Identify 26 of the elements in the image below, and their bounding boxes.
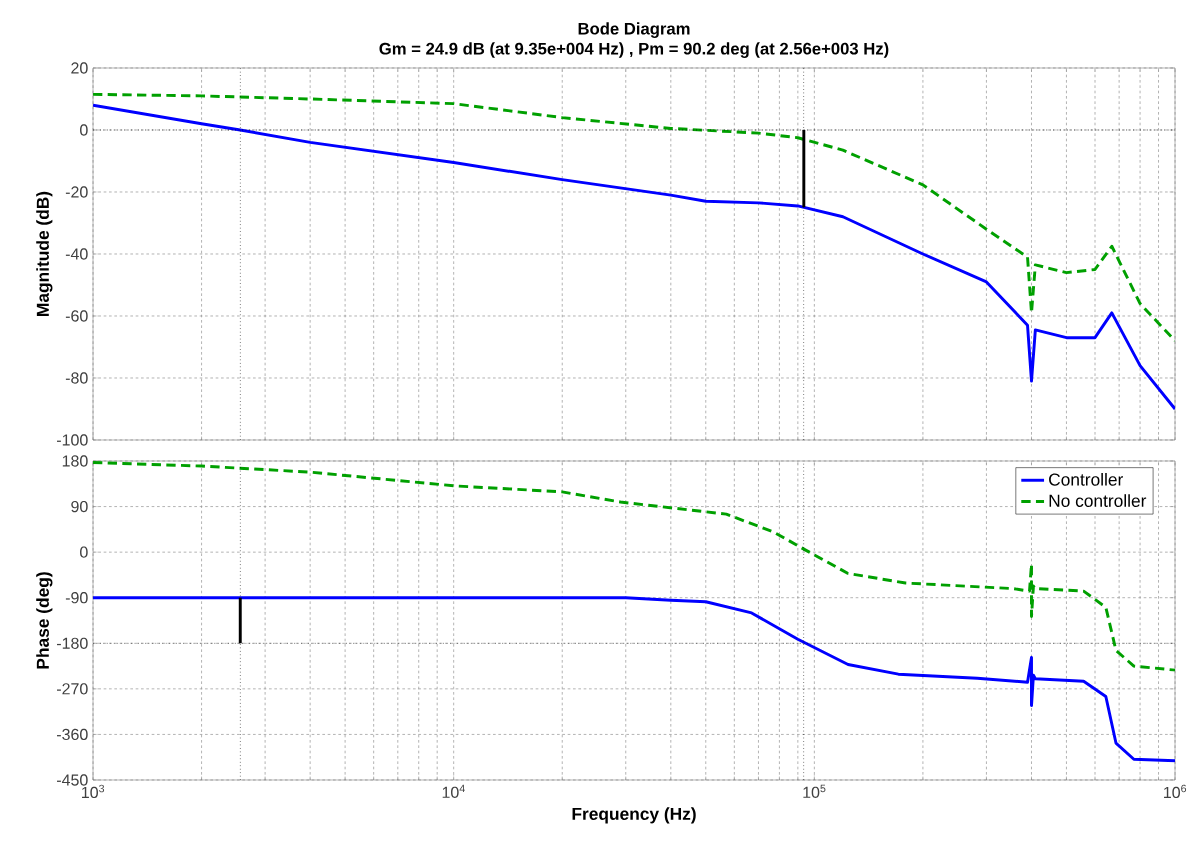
y-tick-label: -20: [65, 186, 88, 198]
y-tick-label: -180: [56, 637, 88, 649]
y-tick-label: -270: [56, 683, 88, 695]
y-tick-label: -360: [56, 728, 88, 741]
y-axis-title: Phase (deg): [36, 572, 53, 669]
y-tick-label: -100: [56, 434, 88, 446]
chart-subtitle: Gm = 24.9 dB (at 9.35e+004 Hz) , Pm = 90.2 deg (at 2.56e+003 Hz): [379, 42, 889, 58]
y-tick-label: -90: [65, 592, 88, 604]
chart-title: Bode Diagram: [578, 22, 690, 38]
x-axis-title: Frequency (Hz): [572, 807, 696, 824]
legend-label: Controller: [1049, 472, 1124, 486]
y-tick-label: 0: [80, 124, 88, 136]
legend-label: No controller: [1049, 494, 1147, 507]
x-tick-label: 10$^{6}$: [1164, 784, 1187, 799]
y-tick-label: -40: [65, 248, 88, 260]
x-tick-label: 10$^{3}$: [82, 784, 105, 799]
y-tick-label: 180: [62, 455, 88, 467]
x-tick-label: 10$^{5}$: [803, 784, 826, 798]
y-tick-label: 20: [71, 62, 88, 74]
y-tick-label: 0: [80, 546, 88, 558]
y-tick-label: -80: [65, 372, 88, 384]
y-axis-title: Magnitude (dB): [36, 191, 53, 316]
y-tick-label: -450: [56, 774, 88, 786]
y-tick-label: -60: [65, 310, 88, 322]
y-tick-label: 90: [71, 500, 88, 513]
x-tick-label: 10$^{4}$: [442, 784, 465, 798]
